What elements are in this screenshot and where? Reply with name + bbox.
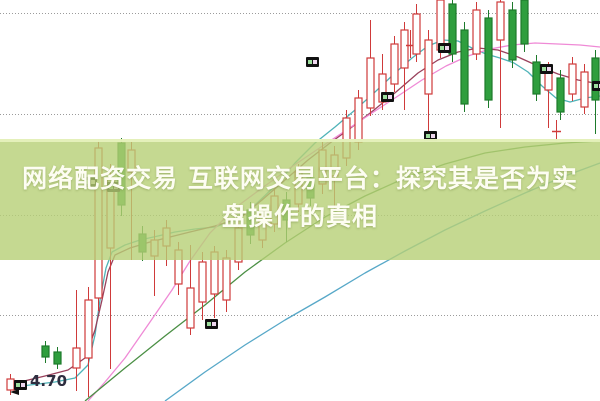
title-banner [0, 139, 600, 260]
marker-glyph [431, 134, 435, 138]
candle-up [354, 97, 363, 143]
trade-flag-marker [205, 319, 218, 329]
candle-down [41, 345, 50, 358]
marker-glyph [547, 67, 551, 71]
candle-up [412, 13, 421, 55]
candle-up [84, 299, 93, 359]
marker-glyph [212, 322, 216, 326]
candle-down [448, 3, 457, 55]
trade-flag-marker [306, 57, 319, 67]
marker-glyph [313, 60, 317, 64]
overlay-title-line2: 盘操作的真相 [221, 202, 378, 231]
marker-glyph [388, 95, 392, 99]
marker-glyph [16, 383, 20, 387]
candle-down [532, 61, 541, 95]
candle-up [568, 63, 577, 95]
marker-glyph [383, 95, 387, 99]
candle-down [556, 77, 565, 113]
marker-glyph [440, 46, 444, 50]
trade-flag-marker [14, 380, 27, 390]
candle-up [6, 378, 15, 391]
candle-up [366, 57, 375, 109]
marker-glyph [207, 322, 211, 326]
candle-up [222, 257, 231, 301]
candle-up [580, 71, 589, 108]
marker-glyph [594, 84, 598, 88]
overlay-title: 网络配资交易 互联网交易平台：探究其是否为实 盘操作的真相 [0, 160, 600, 236]
candle-down [53, 351, 62, 365]
marker-glyph [542, 67, 546, 71]
candle-down [460, 29, 469, 105]
candle-down [484, 17, 493, 101]
candle-up [390, 43, 399, 85]
marker-glyph [308, 60, 312, 64]
left-arrow-marker [10, 389, 19, 395]
marker-glyph [21, 383, 25, 387]
trade-flag-marker [540, 64, 553, 74]
candle-up [72, 347, 81, 369]
trade-flag-marker [424, 131, 437, 141]
candle-up [400, 29, 409, 69]
trade-flag-marker [381, 92, 394, 102]
candle-down [591, 57, 600, 101]
price-label: 4.70 [30, 372, 68, 390]
marker-glyph [426, 134, 430, 138]
candle-up [436, 0, 445, 51]
candle-up [496, 1, 505, 41]
overlay-title-line1: 网络配资交易 互联网交易平台：探究其是否为实 [22, 164, 578, 193]
candle-up [472, 9, 481, 55]
trade-flag-marker [438, 43, 451, 53]
candle-up [186, 287, 195, 329]
candle-down [520, 0, 529, 45]
candle-up [198, 261, 207, 303]
candle-down [508, 9, 517, 61]
candle-up [424, 39, 433, 95]
marker-glyph [445, 46, 449, 50]
